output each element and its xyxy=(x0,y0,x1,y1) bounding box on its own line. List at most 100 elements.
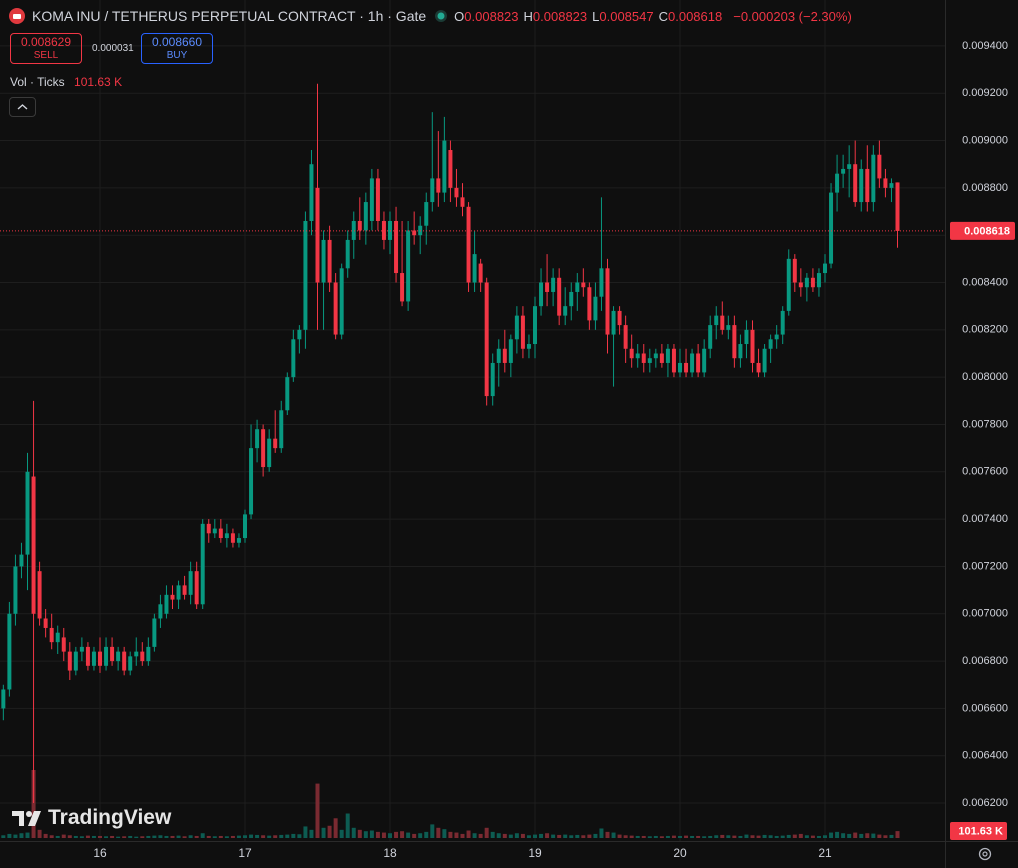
volume-bar xyxy=(569,835,574,838)
candle-body xyxy=(297,329,302,340)
volume-bar xyxy=(424,831,429,838)
candle-body xyxy=(829,192,834,264)
candle-body xyxy=(575,282,580,292)
volume-bar xyxy=(448,831,453,838)
candle-body xyxy=(363,202,368,231)
volume-bar xyxy=(321,827,326,838)
settings-button[interactable] xyxy=(975,845,995,863)
volume-bar xyxy=(164,835,169,838)
volume-bar xyxy=(381,832,386,838)
candle-body xyxy=(273,438,278,449)
volume-bar xyxy=(188,835,193,838)
volume-bar xyxy=(1,835,6,838)
candle-body xyxy=(635,353,640,359)
volume-bar xyxy=(786,834,791,838)
candle-body xyxy=(212,528,217,534)
volume-bar xyxy=(273,835,278,838)
volume-bar xyxy=(684,835,689,838)
candle-body xyxy=(841,168,846,174)
y-tick-label: 0.008400 xyxy=(962,276,1008,288)
watermark: TradingView xyxy=(10,806,171,830)
candle-body xyxy=(140,651,145,662)
candle-body xyxy=(31,476,36,614)
y-tick-label: 0.009400 xyxy=(962,40,1008,52)
candle-body xyxy=(61,637,66,652)
candle-body xyxy=(569,291,574,307)
collapse-button[interactable] xyxy=(9,97,36,117)
candle-body xyxy=(170,594,175,600)
volume-bar xyxy=(442,829,447,838)
candle-body xyxy=(128,656,133,671)
volume-bar xyxy=(732,835,737,838)
candle-body xyxy=(351,220,356,240)
buy-label: BUY xyxy=(166,50,188,61)
candle-body xyxy=(98,651,103,666)
volume-bar xyxy=(496,833,501,838)
volume-bar xyxy=(835,831,840,838)
candle-body xyxy=(333,282,338,335)
candle-body xyxy=(158,604,163,619)
buy-button[interactable]: 0.008660 BUY xyxy=(141,33,213,64)
volume-bar xyxy=(587,834,592,838)
candle-body xyxy=(7,613,12,690)
candle-body xyxy=(400,273,405,302)
volume-bar xyxy=(13,834,18,838)
candle-body xyxy=(714,315,719,326)
volume-bar xyxy=(291,833,296,838)
candle-body xyxy=(249,448,254,515)
candle-body xyxy=(436,178,441,193)
candle-body xyxy=(182,585,187,595)
candle-body xyxy=(708,325,713,349)
volume-bar xyxy=(454,832,459,838)
sell-label: SELL xyxy=(33,50,59,61)
volume-bar xyxy=(714,835,719,838)
sell-button[interactable]: 0.008629 SELL xyxy=(10,33,82,64)
candle-body xyxy=(774,334,779,340)
y-tick-label: 0.007200 xyxy=(962,560,1008,572)
candle-body xyxy=(19,554,24,567)
y-tick-label: 0.007000 xyxy=(962,608,1008,620)
volume-bar xyxy=(146,835,151,838)
candle-body xyxy=(641,353,646,363)
y-tick-label: 0.007800 xyxy=(962,418,1008,430)
ohlc-value: 0.008823 xyxy=(532,8,588,24)
volume-bar xyxy=(158,835,163,838)
ohlc-key: C xyxy=(658,8,668,24)
y-tick-label: 0.009200 xyxy=(962,87,1008,99)
volume-bar xyxy=(140,836,145,838)
volume-bar xyxy=(339,829,344,838)
candle-body xyxy=(732,325,737,359)
candle-body xyxy=(877,154,882,179)
volume-bar xyxy=(206,835,211,838)
volume-bar xyxy=(7,833,12,838)
candle-body xyxy=(865,168,870,203)
candle-body xyxy=(176,585,181,600)
candle-body xyxy=(230,533,235,543)
volume-bar xyxy=(726,835,731,838)
candle-body xyxy=(804,277,809,288)
candle-body xyxy=(671,348,676,373)
candle-body xyxy=(502,348,507,363)
volume-bar xyxy=(333,818,338,838)
volume-bar xyxy=(345,813,350,838)
x-tick-label: 20 xyxy=(673,846,687,860)
volume-bar xyxy=(484,827,489,838)
volume-bar xyxy=(406,832,411,838)
candle-body xyxy=(647,358,652,363)
candle-body xyxy=(394,220,399,274)
volume-bar xyxy=(780,835,785,838)
volume-bar xyxy=(134,836,139,838)
status-dot xyxy=(435,10,448,22)
candle-body xyxy=(406,230,411,302)
volume-bar xyxy=(708,835,713,838)
volume-bar xyxy=(665,835,670,838)
y-tick-label: 0.008200 xyxy=(962,324,1008,336)
candle-body xyxy=(466,206,471,283)
candle-body xyxy=(810,277,815,288)
volume-bar xyxy=(883,835,888,838)
candle-body xyxy=(551,277,556,292)
volume-bar xyxy=(798,833,803,838)
volume-bar xyxy=(212,836,217,838)
volume-bar xyxy=(31,770,36,838)
